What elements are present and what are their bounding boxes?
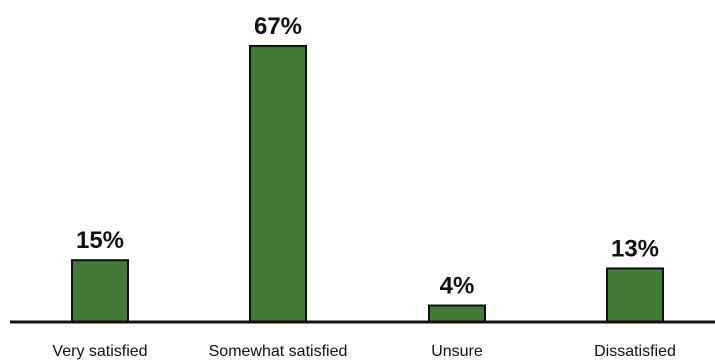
category-labels-group: Very satisfied Somewhat satisfied Unsure Di… (52, 343, 675, 360)
category-label-dissatisfied: Dissatisfied (594, 343, 676, 360)
value-label-unsure: 4% (440, 273, 475, 300)
bar-somewhat-satisfied (249, 45, 307, 323)
bar-very-satisfied (71, 259, 129, 323)
category-label-somewhat-satisfied: Somewhat satisfied (209, 343, 348, 360)
bar-unsure (428, 304, 486, 324)
value-label-very-satisfied: 15% (76, 227, 124, 254)
value-label-somewhat-satisfied: 67% (254, 13, 302, 40)
value-label-dissatisfied: 13% (611, 235, 659, 262)
bars-group (71, 45, 664, 324)
category-label-very-satisfied: Very satisfied (52, 343, 147, 360)
bar-dissatisfied (606, 267, 664, 323)
value-labels-group: 15% 67% 4% 13% (76, 13, 659, 300)
category-label-unsure: Unsure (431, 343, 483, 360)
